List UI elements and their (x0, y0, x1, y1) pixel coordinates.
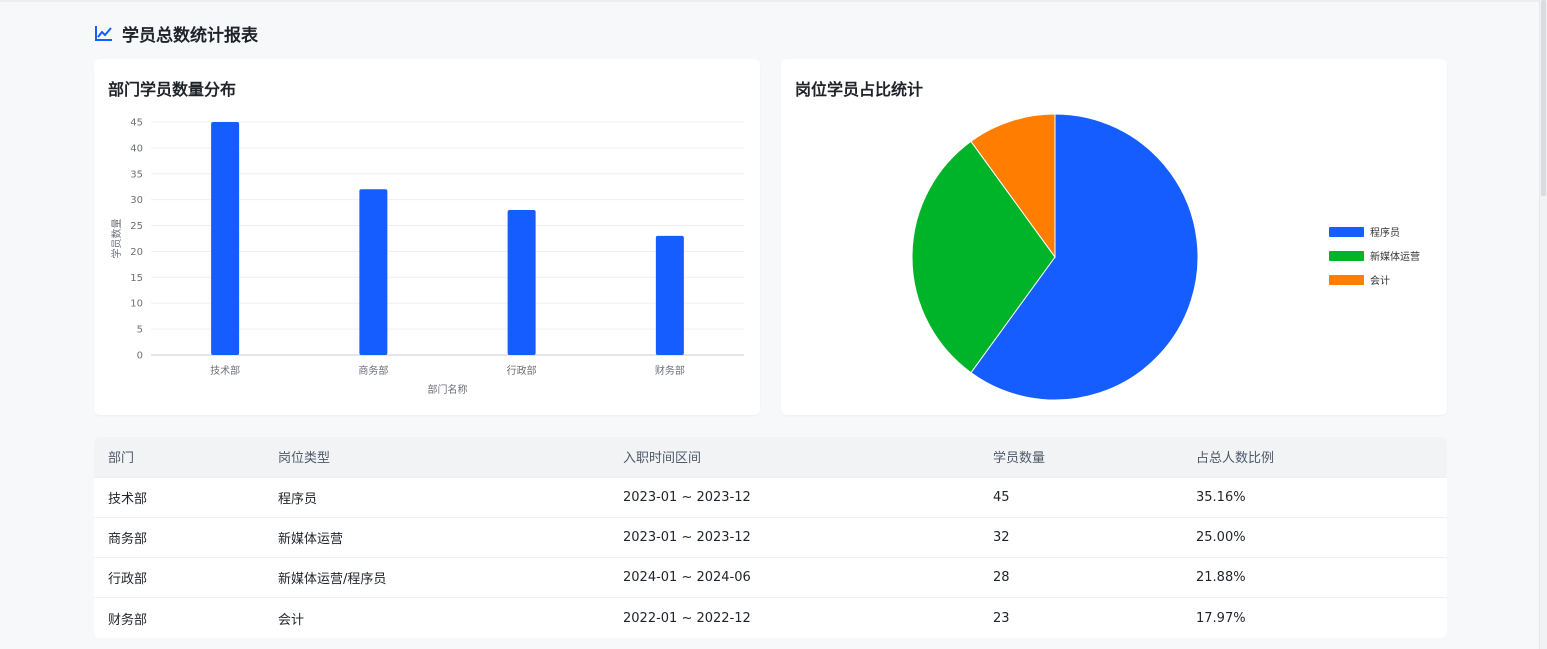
x-tick-label: 财务部 (655, 364, 685, 377)
cell-percentage: 17.97% (1196, 610, 1246, 626)
cell-department: 技术部 (108, 491, 148, 507)
table-header-row: 部门 岗位类型 入职时间区间 学员数量 占总人数比例 (94, 437, 1447, 477)
top-border (0, 0, 1547, 2)
y-tick-label: 10 (130, 299, 143, 310)
y-axis-label: 学员数量 (110, 219, 123, 259)
header-department: 部门 (108, 451, 135, 467)
cell-hire-period: 2024-01 ~ 2024-06 (623, 570, 751, 586)
table-row: 技术部 程序员 2023-01 ~ 2023-12 45 35.16% (94, 477, 1447, 517)
y-tick-label: 30 (130, 195, 143, 206)
table-row: 商务部 新媒体运营 2023-01 ~ 2023-12 32 25.00% (94, 517, 1447, 557)
cell-percentage: 35.16% (1196, 489, 1246, 505)
pie-chart-title: 岗位学员占比统计 (795, 80, 924, 99)
cell-position-type: 新媒体运营/程序员 (278, 572, 387, 588)
scrollbar-thumb[interactable] (1541, 0, 1546, 196)
cell-student-count: 32 (993, 529, 1010, 545)
cell-position-type: 会计 (278, 612, 305, 628)
bar (655, 235, 684, 355)
cell-position-type: 新媒体运营 (278, 531, 344, 547)
cell-position-type: 程序员 (278, 491, 318, 507)
trend-line-icon (95, 26, 112, 41)
cell-hire-period: 2023-01 ~ 2023-12 (623, 529, 751, 545)
cell-student-count: 45 (993, 489, 1010, 505)
header-position-type: 岗位类型 (278, 451, 331, 467)
stats-table-card: 部门 岗位类型 入职时间区间 学员数量 占总人数比例 技术部 程序员 2023-… (94, 437, 1447, 638)
cell-department: 行政部 (108, 572, 148, 588)
cell-student-count: 23 (993, 610, 1010, 626)
vertical-scrollbar[interactable] (1539, 0, 1547, 649)
cell-hire-period: 2022-01 ~ 2022-12 (623, 610, 751, 626)
header-student-count: 学员数量 (993, 451, 1046, 467)
cell-percentage: 25.00% (1196, 529, 1246, 545)
pie-slice (970, 113, 1056, 259)
x-axis-label: 部门名称 (428, 383, 468, 396)
page-title: 学员总数统计报表 (122, 25, 258, 46)
legend-label: 新媒体运营 (1370, 250, 1420, 263)
pie-slice (970, 113, 1199, 401)
y-tick-label: 40 (130, 143, 143, 154)
header-hire-period: 入职时间区间 (623, 451, 702, 467)
header-percentage: 占总人数比例 (1196, 451, 1275, 467)
legend-swatch (1329, 227, 1364, 237)
bar (507, 210, 536, 355)
y-tick-label: 5 (137, 325, 143, 336)
y-tick-label: 45 (130, 118, 143, 129)
bar-chart-title: 部门学员数量分布 (108, 80, 237, 99)
y-tick-label: 35 (130, 169, 143, 180)
cell-percentage: 21.88% (1196, 570, 1246, 586)
x-tick-label: 行政部 (507, 364, 537, 377)
bar-chart-card: 部门学员数量分布 0 5 10 15 20 25 30 35 40 45 技术部 商务部 行政部 财务部部… (94, 59, 760, 415)
y-tick-label: 25 (130, 221, 143, 232)
cell-department: 商务部 (108, 531, 148, 547)
pie-chart-card: 岗位学员占比统计 程序员新媒体运营会计 (781, 59, 1447, 415)
x-tick-label: 技术部 (210, 364, 240, 377)
cell-student-count: 28 (993, 570, 1010, 586)
cell-department: 财务部 (108, 612, 148, 628)
page-header: 学员总数统计报表 (94, 20, 258, 46)
legend-swatch (1329, 251, 1364, 261)
bar (359, 189, 388, 355)
table-row: 财务部 会计 2022-01 ~ 2022-12 23 17.97% (94, 597, 1447, 638)
pie-slice (911, 140, 1056, 374)
table-row: 行政部 新媒体运营/程序员 2024-01 ~ 2024-06 28 21.88… (94, 557, 1447, 598)
legend-label: 程序员 (1370, 226, 1400, 239)
stats-table: 部门 岗位类型 入职时间区间 学员数量 占总人数比例 技术部 程序员 2023-… (94, 437, 1447, 638)
legend-swatch (1329, 275, 1364, 285)
legend-label: 会计 (1370, 274, 1390, 287)
y-tick-label: 15 (130, 273, 143, 284)
x-tick-label: 商务部 (358, 364, 388, 377)
cell-hire-period: 2023-01 ~ 2023-12 (623, 489, 751, 505)
y-tick-label: 20 (130, 247, 143, 258)
y-tick-label: 0 (137, 351, 143, 362)
bar (211, 122, 240, 355)
